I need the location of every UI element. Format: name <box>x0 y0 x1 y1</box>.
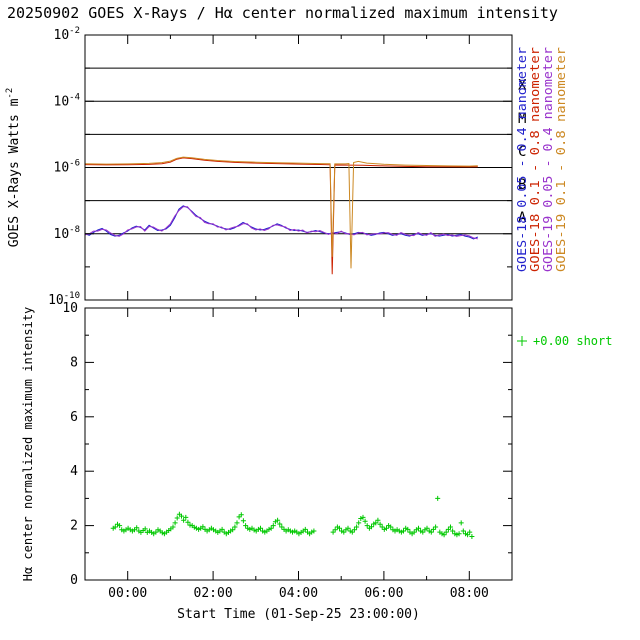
time-tick-label: 00:00 <box>108 586 147 601</box>
xray-legend-orange: GOES-19 0.1 - 0.8 nanometer <box>554 47 568 272</box>
halpha-legend-label: +0.00 short <box>533 334 612 348</box>
xray-ytick-label: 10-10 <box>48 291 80 308</box>
xray-axis-title: GOES X-Rays Watts m-2 <box>5 88 22 248</box>
flare-class-letter: X <box>518 78 527 94</box>
xray-trace-1 <box>84 157 478 275</box>
plot-title: 20250902 GOES X-Rays / Hα center normali… <box>7 4 558 22</box>
xray-trace-3 <box>84 156 478 269</box>
halpha-ytick-label: 6 <box>70 410 78 425</box>
time-tick-label: 04:00 <box>279 586 318 601</box>
xray-trace-2 <box>84 206 478 240</box>
halpha-ytick-label: 8 <box>70 355 78 370</box>
xray-legend-red: GOES-18 0.1 - 0.8 nanometer <box>528 47 542 272</box>
flare-class-letter: M <box>518 111 526 127</box>
flare-class-letter: B <box>518 177 526 193</box>
halpha-panel: 0 2 4 6 8 10 00:00 02:00 04:00 06:00 08:00 Hα cente… <box>21 301 612 622</box>
x-axis-title: Start Time (01-Sep-25 23:00:00) <box>177 607 420 622</box>
halpha-y-ticks <box>85 307 512 581</box>
time-tick-label: 02:00 <box>194 586 233 601</box>
halpha-ytick-label: 4 <box>70 464 78 479</box>
xray-ytick-label: 10-8 <box>54 225 81 242</box>
xray-gridlines <box>85 67 512 235</box>
xray-legend-blue: GOES-18 0.05 - 0.4 nanometer <box>515 47 529 272</box>
halpha-legend: +0.00 short <box>517 334 612 348</box>
halpha-ytick-label: 10 <box>62 301 78 316</box>
xray-x-ticks <box>84 35 513 300</box>
time-tick-label: 06:00 <box>364 586 403 601</box>
halpha-panel-border <box>84 307 513 581</box>
halpha-legend-plus-icon <box>517 336 527 346</box>
halpha-scatter <box>110 495 475 539</box>
xray-ytick-label: 10-2 <box>54 26 81 43</box>
flare-class-letter: A <box>518 210 527 226</box>
halpha-ytick-label: 0 <box>70 573 78 588</box>
flare-class-letter: C <box>518 144 526 160</box>
xray-legend-purple: GOES-19 0.05 - 0.4 nanometer <box>541 47 555 272</box>
xray-y-ticks <box>85 34 512 301</box>
xray-ytick-label: 10-6 <box>54 159 81 176</box>
time-tick-label: 08:00 <box>450 586 489 601</box>
halpha-ytick-label: 2 <box>70 519 78 534</box>
xray-ytick-label: 10-4 <box>54 92 81 109</box>
halpha-x-ticks <box>84 308 513 580</box>
xray-panel: 10-2 10-4 10-6 10-8 10-10 X M C B A GOES X-Rays Wa… <box>5 26 568 308</box>
halpha-axis-title: Hα center normalized maximum intensity <box>21 307 35 582</box>
